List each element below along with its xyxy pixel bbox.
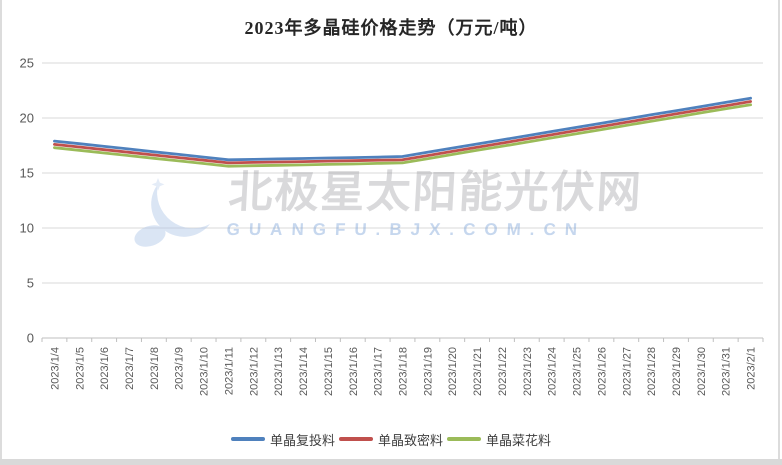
y-axis-tick-label: 25 [20, 56, 34, 71]
x-axis-tick-label: 2023/1/23 [522, 347, 534, 396]
series-line-单晶致密料 [53, 100, 752, 165]
x-axis-tick-label: 2023/1/29 [671, 347, 683, 396]
x-axis-tick-label: 2023/1/30 [696, 347, 708, 396]
series-line-单晶菜花料 [53, 103, 752, 168]
x-axis-tick-label: 2023/1/26 [596, 347, 608, 396]
x-axis-tick-label: 2023/1/18 [398, 347, 410, 396]
x-axis-tick-label: 2023/1/4 [49, 347, 61, 390]
legend-label: 单晶复投料 [269, 432, 335, 448]
legend-item-futoliao: 单晶复投料 [230, 430, 335, 449]
legend-label: 单晶菜花料 [486, 432, 552, 448]
x-axis-tick-label: 2023/1/15 [323, 347, 335, 396]
x-axis-tick-label: 2023/1/24 [547, 347, 559, 396]
y-axis-tick-label: 0 [27, 331, 34, 346]
y-axis-tick-label: 10 [20, 221, 34, 236]
x-axis-tick-label: 2023/1/12 [248, 347, 260, 396]
x-axis-tick-label: 2023/1/31 [721, 347, 733, 396]
legend-line-swatch-red [338, 437, 373, 441]
x-axis-tick-label: 2023/1/10 [199, 347, 211, 396]
y-axis-tick-label: 5 [27, 276, 34, 291]
screenshot-right-border [778, 0, 780, 465]
x-axis-tick-label: 2023/1/5 [74, 347, 86, 390]
x-axis-tick-label: 2023/1/14 [298, 347, 310, 396]
y-axis-tick-label: 15 [20, 166, 34, 181]
x-axis-tick-label: 2023/1/8 [149, 347, 161, 390]
x-axis-tick-label: 2023/1/21 [472, 347, 484, 396]
screenshot-left-border [0, 0, 2, 465]
y-axis-tick-label: 20 [20, 111, 34, 126]
page-title: 2023年多晶硅价格走势（万元/吨） [244, 18, 538, 38]
series-line-单晶复投料 [53, 96, 752, 162]
legend-line-swatch-blue [230, 437, 265, 441]
x-axis-tick-label: 2023/1/17 [373, 347, 385, 396]
x-axis-tick-label: 2023/1/27 [621, 347, 633, 396]
x-axis-tick-label: 2023/1/25 [572, 347, 584, 396]
legend-item-zhimiliao: 单晶致密料 [338, 430, 443, 449]
legend-label: 单晶致密料 [377, 432, 443, 448]
x-axis-tick-label: 2023/1/20 [447, 347, 459, 396]
x-axis-tick-label: 2023/1/13 [273, 347, 285, 396]
x-axis-tick-label: 2023/1/9 [174, 347, 186, 390]
x-axis-tick-label: 2023/1/28 [646, 347, 658, 396]
chart-legend: 单晶复投料 单晶致密料 单晶菜花料 [0, 429, 782, 449]
x-axis-tick-label: 2023/1/19 [422, 347, 434, 396]
x-axis-tick-label: 2023/2/1 [746, 347, 758, 390]
x-axis-tick-label: 2023/1/11 [223, 347, 235, 395]
screenshot-bottom-border [0, 459, 782, 465]
legend-item-caihualiao: 单晶菜花料 [447, 430, 551, 449]
x-axis-tick-label: 2023/1/22 [497, 347, 509, 396]
x-axis-tick-label: 2023/1/16 [348, 347, 360, 396]
x-axis-tick-label: 2023/1/7 [124, 347, 136, 390]
x-axis-tick-label: 2023/1/6 [99, 347, 111, 390]
legend-line-swatch-green [447, 437, 481, 441]
